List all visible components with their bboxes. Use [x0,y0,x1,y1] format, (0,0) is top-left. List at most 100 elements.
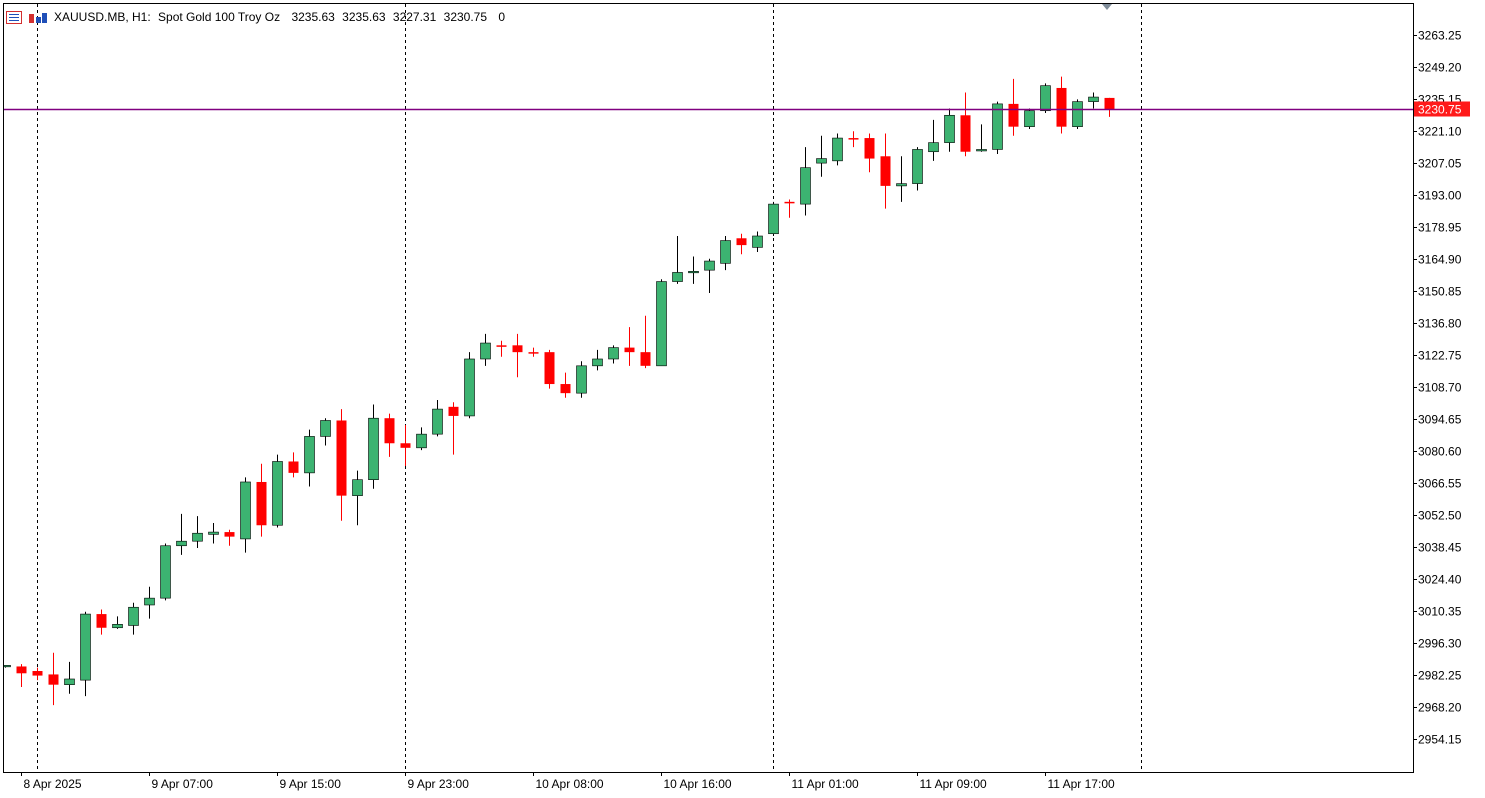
bull-candle[interactable] [1088,92,1099,109]
bull-candle[interactable] [896,156,907,202]
bear-candle[interactable] [640,315,651,369]
y-tick-label: 3010.35 [1418,605,1462,619]
bull-candle[interactable] [480,333,491,366]
y-tick-label: 3122.75 [1418,349,1462,363]
bear-candle[interactable] [32,667,43,681]
bear-candle[interactable] [736,233,747,255]
candle-body [112,624,123,629]
bull-candle[interactable] [208,522,219,544]
plot-area[interactable] [1,4,1142,772]
bull-candle[interactable] [368,404,379,489]
ohlc-open: 3235.63 [291,10,335,24]
bull-candle[interactable] [240,477,251,553]
bear-candle[interactable] [544,349,555,389]
candle-body [4,665,11,668]
bull-candle[interactable] [272,454,283,528]
bull-candle[interactable] [432,399,443,437]
bull-candle[interactable] [768,201,779,236]
symbol-description: Spot Gold 100 Troy Oz [158,10,281,24]
bull-candle[interactable] [752,231,763,252]
ohlc-low: 3227.31 [392,10,437,24]
candle-body [80,613,91,681]
candle-body [288,461,299,473]
bull-candle[interactable] [800,147,811,216]
bear-candle[interactable] [96,609,107,635]
bear-candle[interactable] [48,652,59,706]
bull-candle[interactable] [928,119,939,161]
bull-candle[interactable] [720,235,731,271]
bull-candle[interactable] [976,124,987,152]
menu-icon[interactable] [6,10,22,24]
bull-candle[interactable] [576,361,587,398]
bull-candle[interactable] [656,279,667,367]
y-tick-label: 3207.05 [1418,157,1462,171]
bull-candle[interactable] [816,135,827,177]
bull-candle[interactable] [160,543,171,601]
candle-body [960,115,971,152]
bear-candle[interactable] [1104,97,1115,117]
bull-candle[interactable] [192,516,203,549]
bull-candle[interactable] [352,470,363,526]
bull-candle[interactable] [416,427,427,451]
bull-candle[interactable] [464,352,475,419]
bear-candle[interactable] [512,333,523,378]
bull-candle[interactable] [672,235,683,284]
bear-candle[interactable] [784,199,795,218]
chart-shift-marker-icon[interactable] [1102,4,1112,10]
candle-body [448,406,459,416]
bull-candle[interactable] [80,611,91,697]
bear-candle[interactable] [224,529,235,546]
bear-candle[interactable] [864,133,875,173]
candle-body [48,674,59,685]
bear-candle[interactable] [1008,78,1019,136]
bull-candle[interactable] [320,418,331,446]
candle-body [624,347,635,353]
bull-candle[interactable] [112,616,123,629]
bear-candle[interactable] [16,664,27,687]
bear-candle[interactable] [256,463,267,537]
bull-candle[interactable] [144,586,155,619]
bull-candle[interactable] [704,258,715,293]
bull-candle[interactable] [1,665,11,668]
bull-candle[interactable] [1072,99,1083,129]
bear-candle[interactable] [384,413,395,457]
candle-body [1056,87,1067,127]
bear-candle[interactable] [560,372,571,398]
bear-candle[interactable] [848,131,859,148]
bull-candle[interactable] [608,345,619,364]
bull-candle[interactable] [592,349,603,371]
bull-candle[interactable] [832,133,843,166]
bear-candle[interactable] [528,347,539,357]
bear-candle[interactable] [288,452,299,478]
bear-candle[interactable] [336,409,347,521]
bear-candle[interactable] [1056,76,1067,134]
candle-body [1040,85,1051,112]
bull-candle[interactable] [304,429,315,487]
bull-candle[interactable] [992,101,1003,155]
bull-candle[interactable] [912,147,923,191]
bull-candle[interactable] [128,602,139,635]
y-tick-label: 3164.90 [1418,253,1462,267]
bear-candle[interactable] [448,402,459,455]
bull-candle[interactable] [688,256,699,284]
bear-candle[interactable] [496,340,507,357]
bear-candle[interactable] [400,425,411,467]
candle-body [880,156,891,186]
candle-body [1024,110,1035,127]
bear-candle[interactable] [960,92,971,157]
bull-candle[interactable] [944,108,955,152]
bear-candle[interactable] [624,327,635,366]
candle-body [416,433,427,449]
bear-candle[interactable] [880,133,891,209]
bull-candle[interactable] [1024,108,1035,129]
bull-candle[interactable] [1040,83,1051,114]
bull-candle[interactable] [176,513,187,555]
bull-candle[interactable] [64,661,75,694]
x-tick-label: 9 Apr 07:00 [152,777,214,791]
y-tick-label: 3249.20 [1418,61,1462,75]
candle-body [400,443,411,448]
x-tick-label: 9 Apr 23:00 [408,777,470,791]
chart-type-icon[interactable] [28,11,48,24]
